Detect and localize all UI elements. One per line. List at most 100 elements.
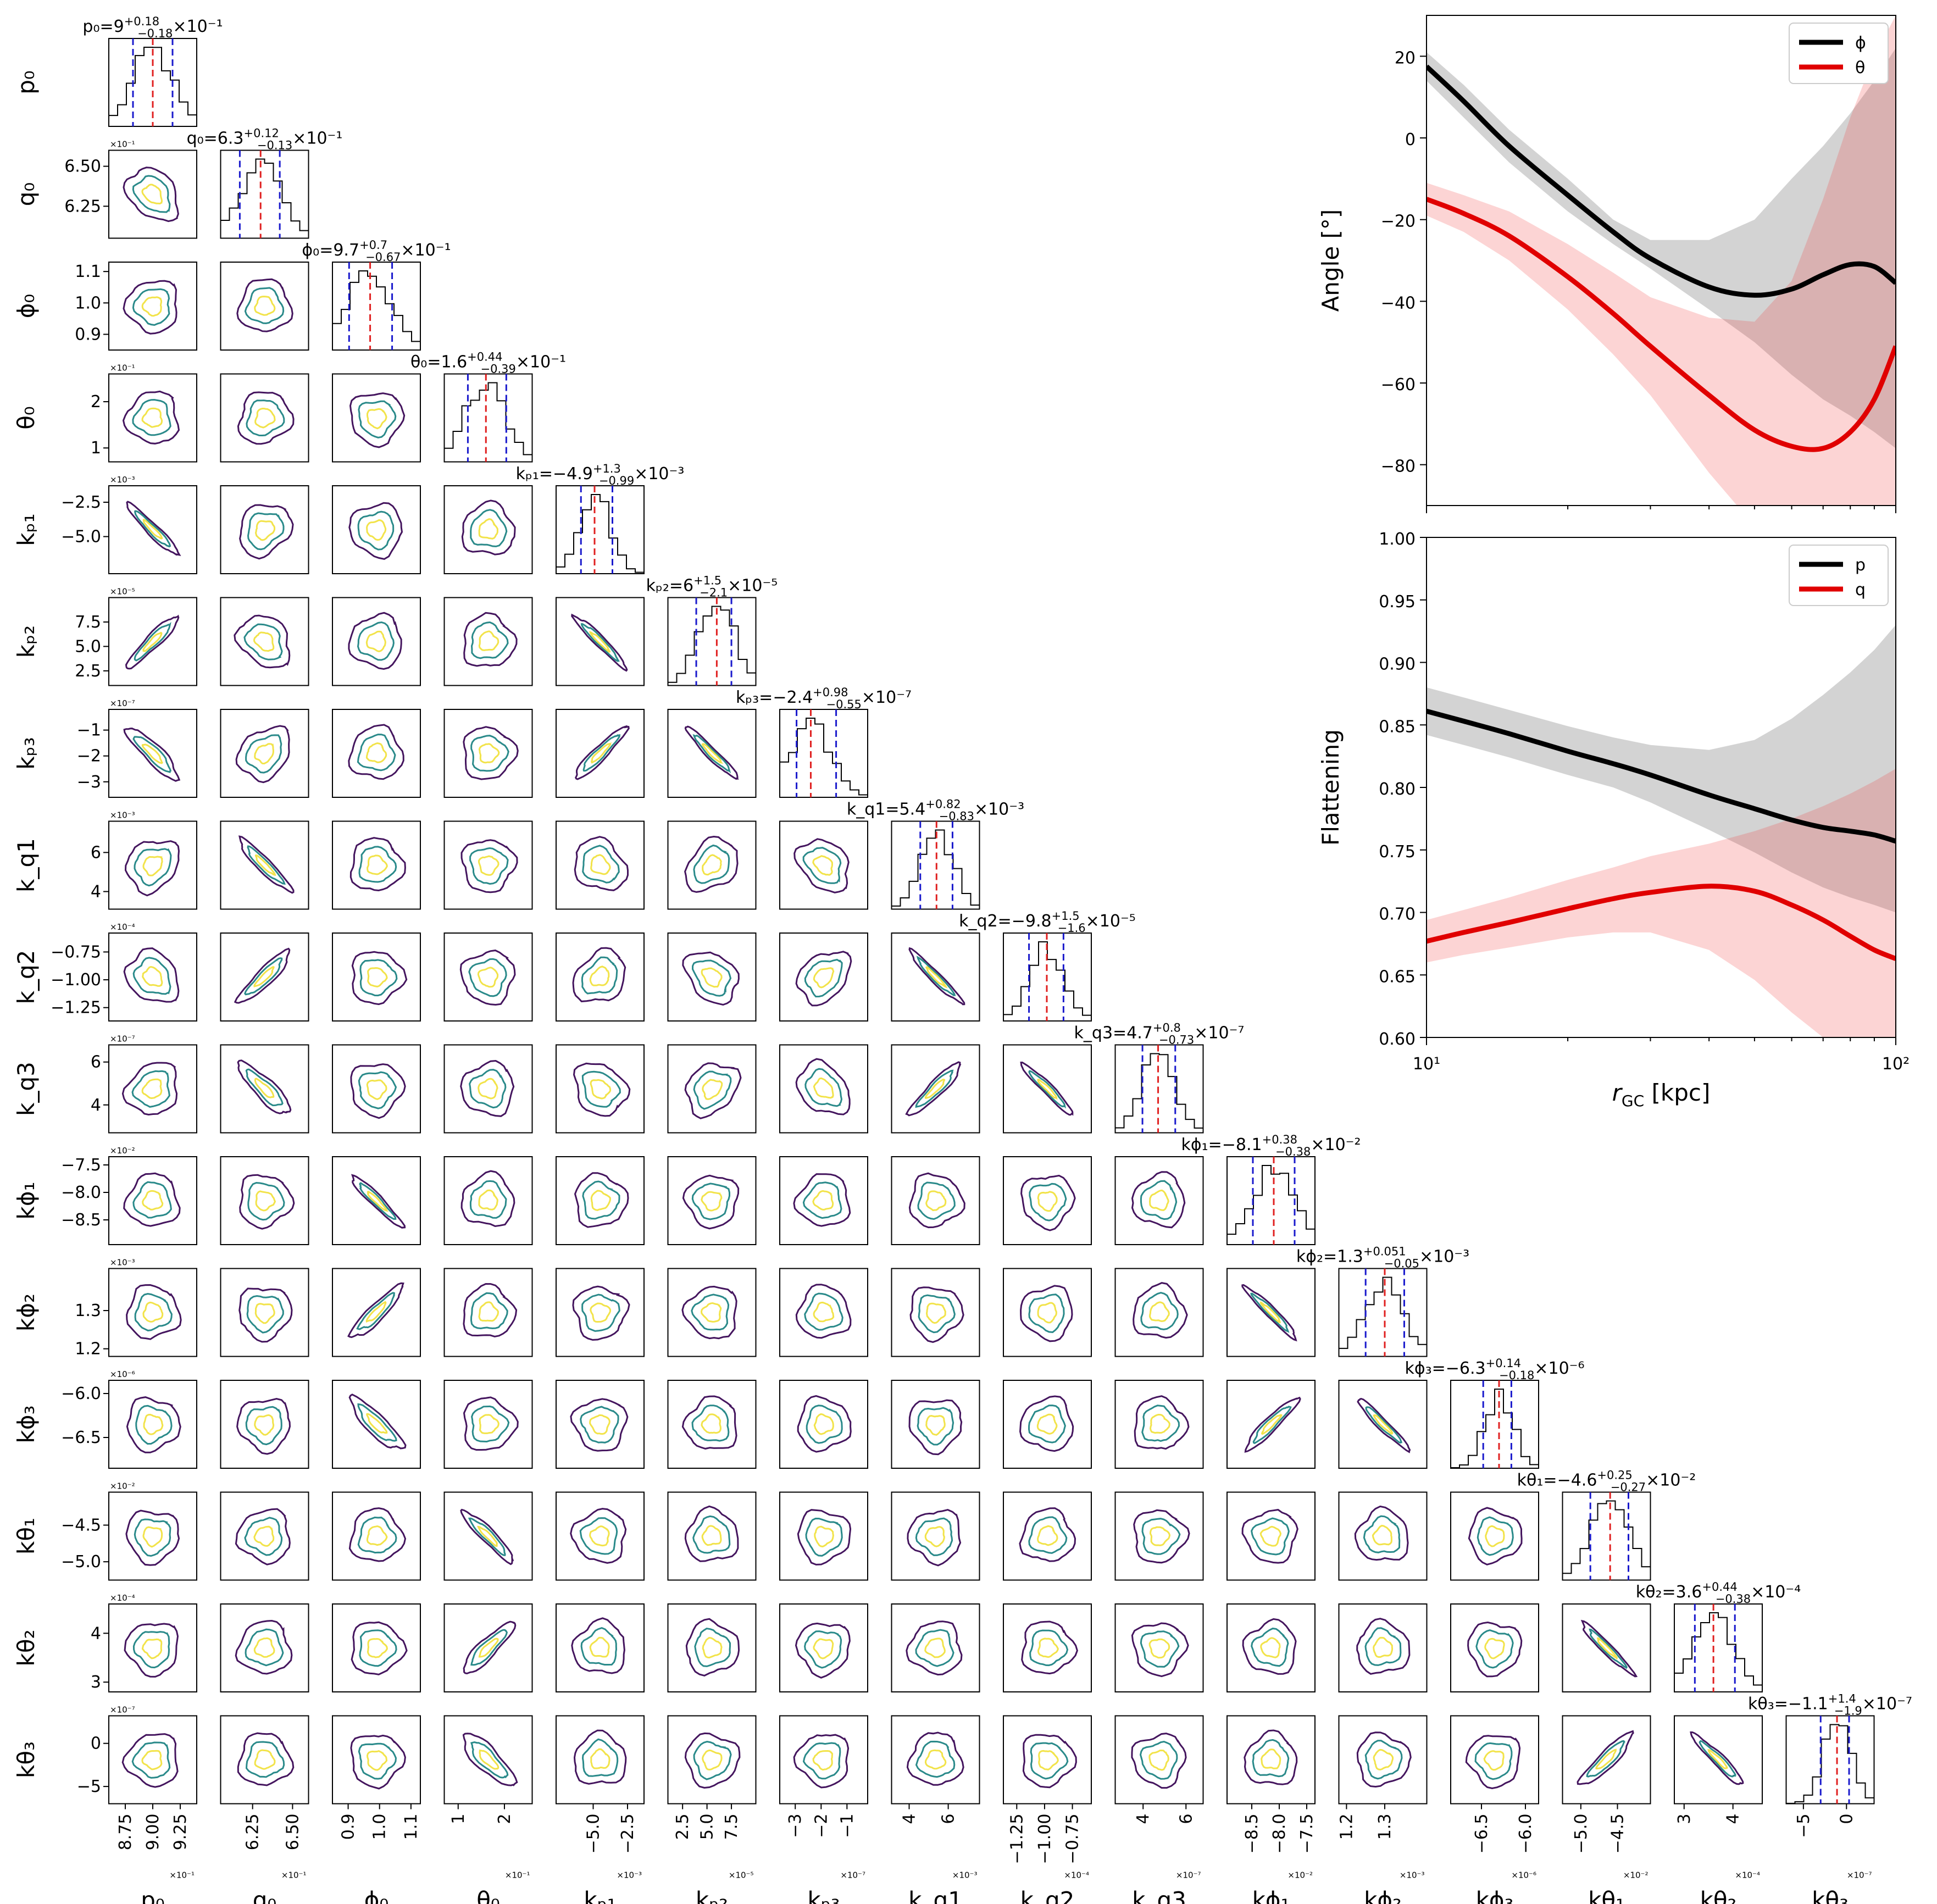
title-minus: −0.05: [1384, 1257, 1419, 1270]
y-tick-label: 0.85: [1379, 717, 1416, 736]
y-axis-label-kphi2: kϕ₂: [13, 1294, 40, 1331]
contour-level-1: [141, 1750, 163, 1770]
panel-ktheta1-phi0: [332, 1491, 421, 1581]
contour-level-2: [358, 1071, 397, 1109]
contour-level-3: [1131, 1171, 1186, 1229]
contour-level-3: [908, 947, 965, 1006]
x-tick-label-kp2: 2.5: [673, 1814, 692, 1840]
panel-kphi2-kphi2: [1338, 1268, 1428, 1357]
contour-level-3: [571, 1617, 625, 1674]
contour-level-2: [132, 957, 171, 995]
panel-frame: [1674, 1603, 1763, 1692]
title-minus: −0.99: [599, 474, 634, 487]
y-tick-label-phi0: 0.9: [75, 325, 101, 344]
y-tick-label-ktheta3: 0: [91, 1734, 101, 1753]
contour-level-2: [243, 623, 283, 660]
contour-level-3: [1242, 1618, 1297, 1675]
contour-level-1: [254, 743, 274, 765]
contour-level-3: [795, 951, 852, 1007]
y-axis-label-p0: p₀: [13, 70, 40, 95]
panel-kphi1-kq1: [891, 1156, 980, 1245]
title-main: kₚ₂=6: [646, 576, 693, 596]
contour-level-1: [142, 1526, 163, 1548]
panel-frame: [1450, 1715, 1539, 1805]
y-tick-label-kphi3: −6.5: [61, 1428, 101, 1447]
title-exp: ×10⁻²: [1311, 1135, 1361, 1154]
contour-level-1: [478, 630, 499, 651]
x-tick-label-kp3: −1: [837, 1814, 857, 1838]
panel-frame: [667, 1603, 757, 1692]
panel-theta0-p0: [108, 373, 197, 463]
contour-level-1: [924, 1526, 945, 1547]
contour-level-1: [591, 742, 613, 764]
diag-title-kp3: kₚ₃=−2.4+0.98 −0.55×10⁻⁷: [736, 686, 912, 711]
panel-ktheta2-kq2: [1003, 1603, 1092, 1692]
histogram-kp1: [556, 494, 645, 574]
panel-frame: [1114, 1491, 1204, 1581]
contour-level-3: [681, 1285, 737, 1340]
contour-level-2: [802, 847, 842, 884]
contour-level-2: [357, 734, 396, 771]
contour-level-3: [1131, 1733, 1187, 1789]
contour-level-3: [682, 951, 740, 1006]
contour-level-3: [571, 613, 628, 672]
contour-level-1: [1260, 1637, 1281, 1658]
contour-level-1: [589, 1636, 610, 1658]
panel-frame: [1114, 1603, 1204, 1692]
contour-level-2: [357, 621, 395, 661]
x-scale-label-ktheta3: ×10⁻⁷: [1847, 1870, 1872, 1880]
contour-level-3: [572, 947, 626, 1002]
contour-level-1: [142, 631, 163, 652]
panel-frame: [332, 820, 421, 910]
panel-frame: [332, 709, 421, 798]
contour-level-2: [135, 1405, 173, 1445]
contour-level-2: [469, 847, 509, 885]
contour-level-3: [121, 1062, 178, 1116]
panel-ktheta3-kp1: [556, 1715, 645, 1805]
contour-level-3: [797, 1395, 852, 1453]
panel-frame: [779, 1715, 868, 1805]
x-scale-label-kq1: ×10⁻³: [952, 1870, 978, 1880]
panel-ktheta2-kphi1: [1226, 1603, 1316, 1692]
contour-level-1: [141, 743, 164, 764]
x-tick-label-phi0: 1.1: [402, 1814, 421, 1840]
x-axis-label-theta0: θ₀: [476, 1887, 500, 1904]
x-scale-label-theta0: ×10⁻¹: [505, 1870, 530, 1880]
panel-kp2-phi0: [332, 597, 421, 686]
panel-frame: [108, 1603, 197, 1692]
panel-frame: [332, 597, 421, 686]
x-axis-label-q0: q₀: [253, 1887, 277, 1904]
contour-level-2: [131, 1070, 170, 1108]
contour-level-3: [235, 1619, 293, 1675]
x-axis-title-unit: [kpc]: [1644, 1079, 1710, 1106]
y-tick-label-ktheta1: −4.5: [61, 1516, 101, 1535]
y-scale-label-kq2: ×10⁻⁴: [110, 922, 135, 932]
x-scale-label-ktheta1: ×10⁻²: [1623, 1870, 1649, 1880]
contour-level-2: [1252, 1739, 1290, 1778]
histogram-kq2: [1003, 941, 1092, 1021]
panel-frame: [332, 1156, 421, 1245]
contour-level-1: [924, 1749, 947, 1770]
contour-level-2: [357, 1403, 397, 1442]
contour-level-3: [460, 839, 518, 893]
flattening-profile-plot: 1.00 0.95 0.90 0.85 0.80 0.75 0.70 0.65 0.60 Flat…: [1317, 530, 1910, 1110]
title-exp: ×10⁻¹: [516, 353, 566, 372]
panel-kphi2-kphi1: [1226, 1268, 1316, 1357]
title-minus: −0.73: [1159, 1034, 1194, 1047]
panel-kp2-theta0: [443, 597, 533, 686]
panel-kp3-p0: [108, 709, 197, 798]
diag-title-theta0: θ₀=1.6+0.44 −0.39×10⁻¹: [410, 351, 566, 376]
contour-level-2: [469, 1180, 507, 1219]
panel-kq2-theta0: [443, 932, 533, 1022]
contour-level-2: [245, 1741, 285, 1778]
contour-level-2: [804, 1630, 842, 1669]
x-axis-label-ktheta3: kθ₃: [1812, 1887, 1849, 1904]
panel-ktheta2-kq3: [1114, 1603, 1204, 1692]
panel-frame: [779, 1380, 868, 1469]
title-plus: +0.051: [1363, 1245, 1406, 1258]
panel-frame: [108, 1044, 197, 1134]
legend-label-p: p: [1855, 556, 1866, 575]
contour-level-2: [1028, 1294, 1065, 1333]
panel-frame: [108, 373, 197, 463]
x-tick-label-kp1: −2.5: [618, 1814, 637, 1854]
